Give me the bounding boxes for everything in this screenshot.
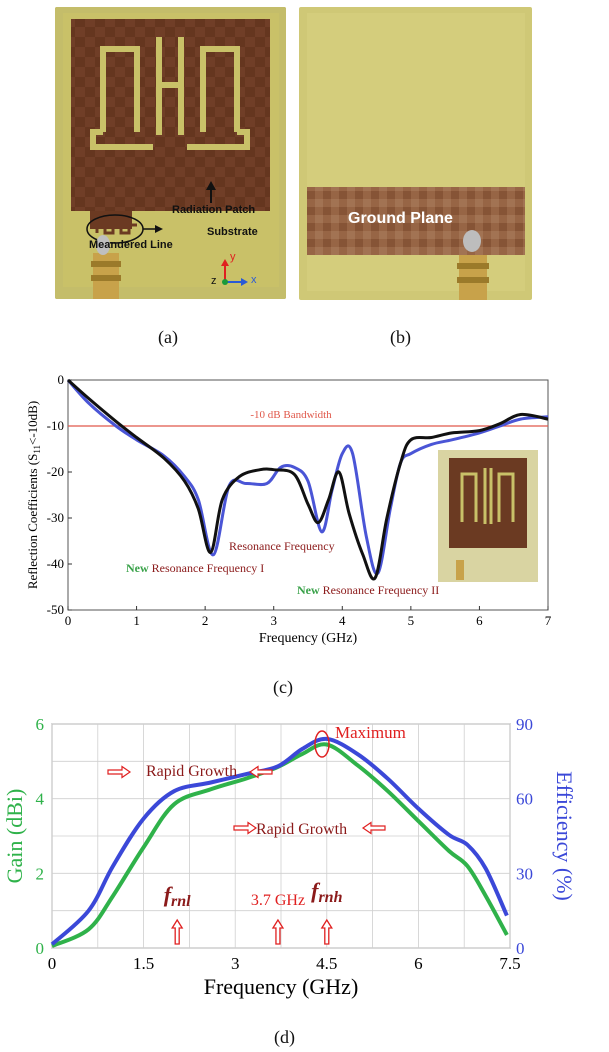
antenna-front-photo: Radiation Patch Substrate Meandered Line… [55,7,286,299]
x-axis-label: Frequency (GHz) [259,631,358,646]
maximum-marker [314,730,330,758]
maximum-label: Maximum [335,723,406,742]
gain-series-line [51,742,509,948]
x-tick-label: 3 [270,613,277,628]
efficiency-series-line [50,736,509,946]
left-tick-label: 4 [36,790,45,809]
antenna-back-drawing [299,7,532,300]
axis-z-label: z [211,275,217,287]
inset-antenna-photo [438,450,538,582]
x-tick-label: 4 [339,613,346,628]
rapid-growth-label-2: Rapid Growth [256,821,347,838]
y-tick-label: -40 [47,556,64,571]
resonance-frequency-label: Resonance Frequency [229,539,335,553]
reflection-chart: 0 1 2 3 4 5 6 7 0 -10 -20 -30 -40 -50 -10 dB Bandwidth… [25,372,552,646]
rapid-growth-label-1: Rapid Growth [146,763,237,780]
left-tick-label: 0 [36,939,45,958]
antenna-back-photo: Ground Plane [299,7,532,300]
right-tick-label: 60 [516,790,533,809]
left-axis-label: Gain (dBi) [2,789,27,884]
x-tick-label: 6 [476,613,483,628]
x-tick-label: 7.5 [499,954,520,973]
mid-frequency-arrow [271,918,285,945]
y-tick-label: 0 [58,372,65,387]
rapid-growth-arrow-right [107,765,132,779]
x-tick-label: 5 [408,613,415,628]
antenna-front-drawing [55,7,286,299]
x-tick-label: 6 [414,954,423,973]
left-tick-label: 6 [36,715,45,734]
inset-slots [460,468,515,524]
x-tick-label: 0 [48,954,57,973]
black-series-line [66,378,549,581]
caption-a: (a) [158,327,178,347]
frnh-label: frnh [311,878,342,906]
frnh-arrow [320,918,333,945]
x-tick-label: 4.5 [316,954,337,973]
right-tick-label: 0 [516,939,525,958]
substrate-label: Substrate [207,226,258,238]
y-tick-label: -50 [47,602,64,617]
frnl-label: frnl [164,882,191,910]
ground-plane-label: Ground Plane [348,210,453,227]
x-tick-label: 1 [133,613,140,628]
y-axis-label: Reflection Coefficients (S11<-10dB) [25,401,42,589]
new-resonance-frequency-2-label: New Resonance Frequency II [297,583,439,597]
caption-c: (c) [273,677,293,697]
right-tick-label: 30 [516,864,533,883]
right-axis-label: Efficiency (%) [552,771,577,901]
left-tick-label: 2 [36,864,45,883]
right-tick-label: 90 [516,715,533,734]
meandered-line-label: Meandered Line [89,239,173,251]
caption-d: (d) [274,1027,295,1047]
rapid-growth-arrow-right-2 [233,821,258,835]
x-axis-label: Frequency (GHz) [204,974,359,999]
x-tick-label: 2 [202,613,209,628]
axis-x-label: x [251,274,257,286]
new-resonance-frequency-1-label: New Resonance Frequency I [126,561,264,575]
x-tick-label: 7 [545,613,552,628]
y-tick-label: -20 [47,464,64,479]
caption-b: (b) [390,327,411,347]
bandwidth-label: -10 dB Bandwidth [250,409,332,421]
x-tick-label: 1.5 [133,954,154,973]
y-tick-label: -30 [47,510,64,525]
rapid-growth-arrow-left-2 [361,821,386,835]
rapid-growth-arrow-left [248,765,273,779]
inset-connector [456,560,464,580]
x-tick-label: 3 [231,954,240,973]
mid-frequency-label: 3.7 GHz [251,892,305,909]
blue-series-line [66,378,549,576]
axis-y-label: y [230,251,236,263]
x-tick-label: 0 [65,613,72,628]
frnl-arrow [171,918,184,945]
y-tick-label: -10 [47,418,64,433]
radiation-patch-label: Radiation Patch [172,204,256,216]
